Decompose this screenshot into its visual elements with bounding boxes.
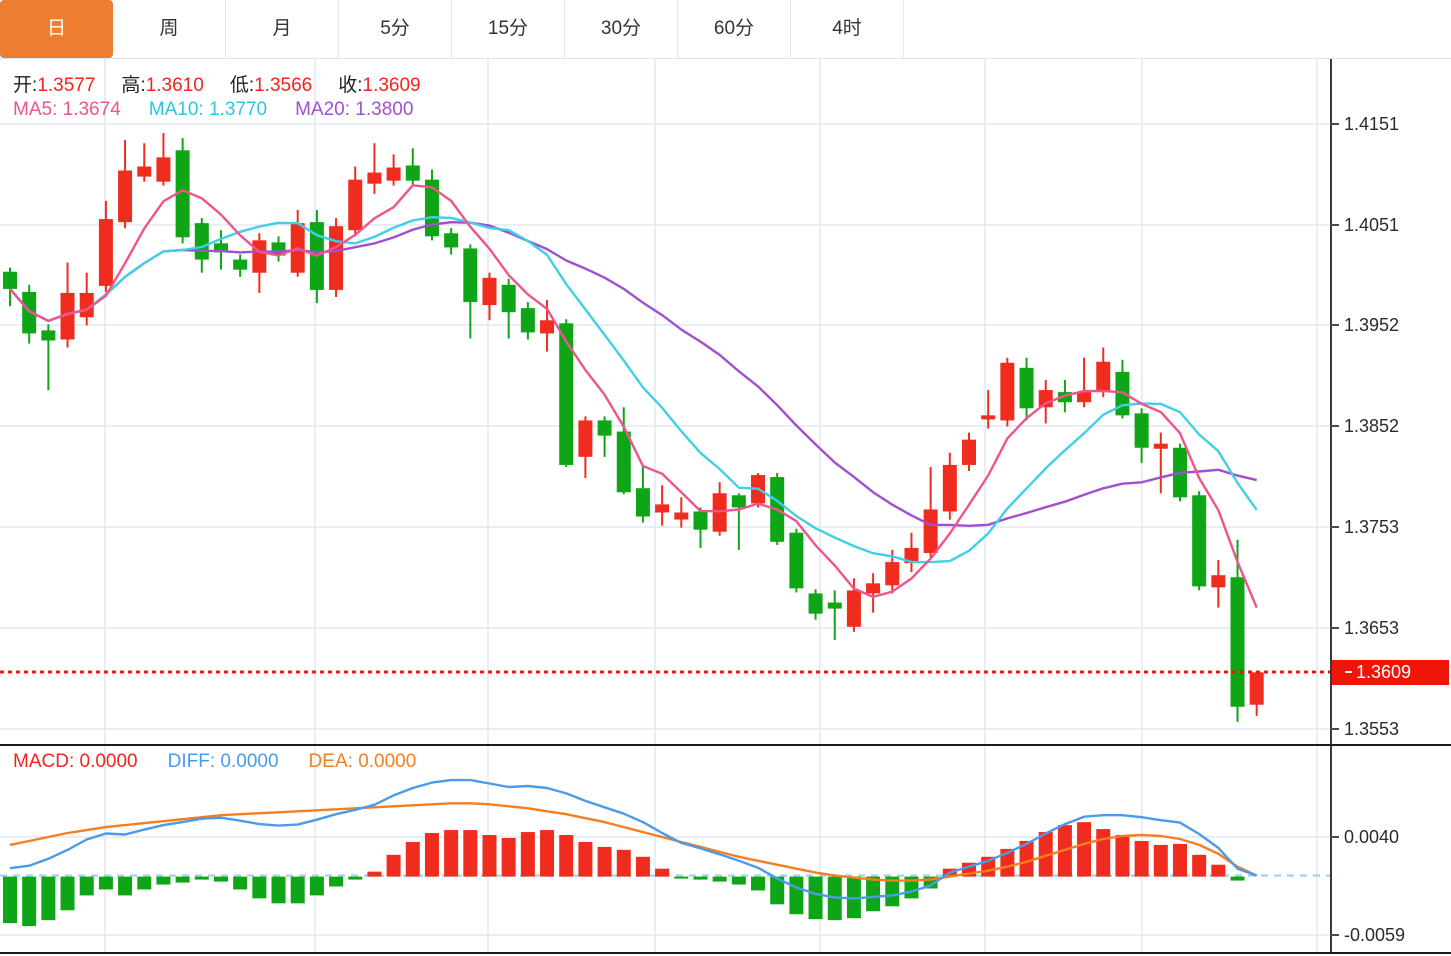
price-axis-label: 1.4051 [1330,215,1399,235]
high-label: 高: [121,75,146,96]
axis-tick-dash [1330,627,1339,629]
macd-legend: MACD: 0.0000 DIFF: 0.0000 DEA: 0.0000 [13,751,416,773]
price-axis-label: 1.4151 [1330,114,1399,134]
ma20-line [9,220,1257,527]
axis-tick-dash [1330,728,1339,730]
high-value: 1.3610 [145,75,204,96]
axis-tick-dash [1330,526,1339,528]
price-axis-label: 1.3553 [1330,719,1399,739]
price-axis-label: 1.3952 [1330,315,1399,335]
tab-60min[interactable]: 60分 [678,0,791,58]
price-axis-line [1330,59,1332,953]
ohlc-legend: 开:1.3577 高:1.3610 低:1.3566 收:1.3609 [13,70,421,97]
dea-value-legend: DEA: 0.0000 [308,751,417,772]
panel-divider-line [0,744,1451,746]
tab-4h[interactable]: 4时 [791,0,904,58]
diff-line [9,778,1258,900]
open-label: 开: [13,75,38,96]
axis-tick-dash [1330,324,1339,326]
axis-tick-dash [1330,123,1339,125]
axis-tick-dash [1330,934,1339,936]
tab-week[interactable]: 周 [113,0,226,58]
tab-month[interactable]: 月 [226,0,339,58]
close-label: 收: [338,75,363,96]
candles-group [3,133,1264,722]
price-axis-label: 1.3852 [1330,416,1399,436]
macd-axis-label: -0.0059 [1330,925,1405,945]
close-value: 1.3609 [362,75,421,96]
ma5-legend: MA5: 1.3674 [13,99,121,120]
open-value: 1.3577 [37,75,96,96]
axis-tick-dash [1330,224,1339,226]
ma10-legend: MA10: 1.3770 [148,99,268,120]
tab-30min[interactable]: 30分 [565,0,678,58]
price-axis-strip: 1.3609 1.4151 1.4051 1.3952 1.3852 1.3753 1.3… [1330,0,1451,956]
tab-15min[interactable]: 15分 [452,0,565,58]
low-value: 1.3566 [254,75,313,96]
axis-tick-dash [1330,836,1339,838]
timeframe-tabbar: 日周月 5分 15分 30分 60分 4时 [0,0,1451,59]
macd-axis-label: 0.0040 [1330,827,1399,847]
tab-5min[interactable]: 5分 [339,0,452,58]
ma5-line [9,184,1258,609]
low-label: 低: [229,75,255,96]
dea-line [9,802,1258,882]
ma-legend: MA5: 1.3674 MA10: 1.3770 MA20: 1.3800 [13,99,413,121]
price-axis-label: 1.3753 [1330,517,1399,537]
price-axis-label: 1.3653 [1330,618,1399,638]
diff-value-legend: DIFF: 0.0000 [167,751,279,772]
tab-day[interactable]: 日 [0,0,113,58]
axis-tick-dash [1330,425,1339,427]
chart-bottom-border [0,952,1451,954]
macd-value-legend: MACD: 0.0000 [13,751,138,772]
tag-tick-dash [1345,671,1352,674]
ma20-legend: MA20: 1.3800 [295,99,414,120]
ma10-line [9,215,1258,564]
last-price-tag: 1.3609 [1332,660,1449,685]
